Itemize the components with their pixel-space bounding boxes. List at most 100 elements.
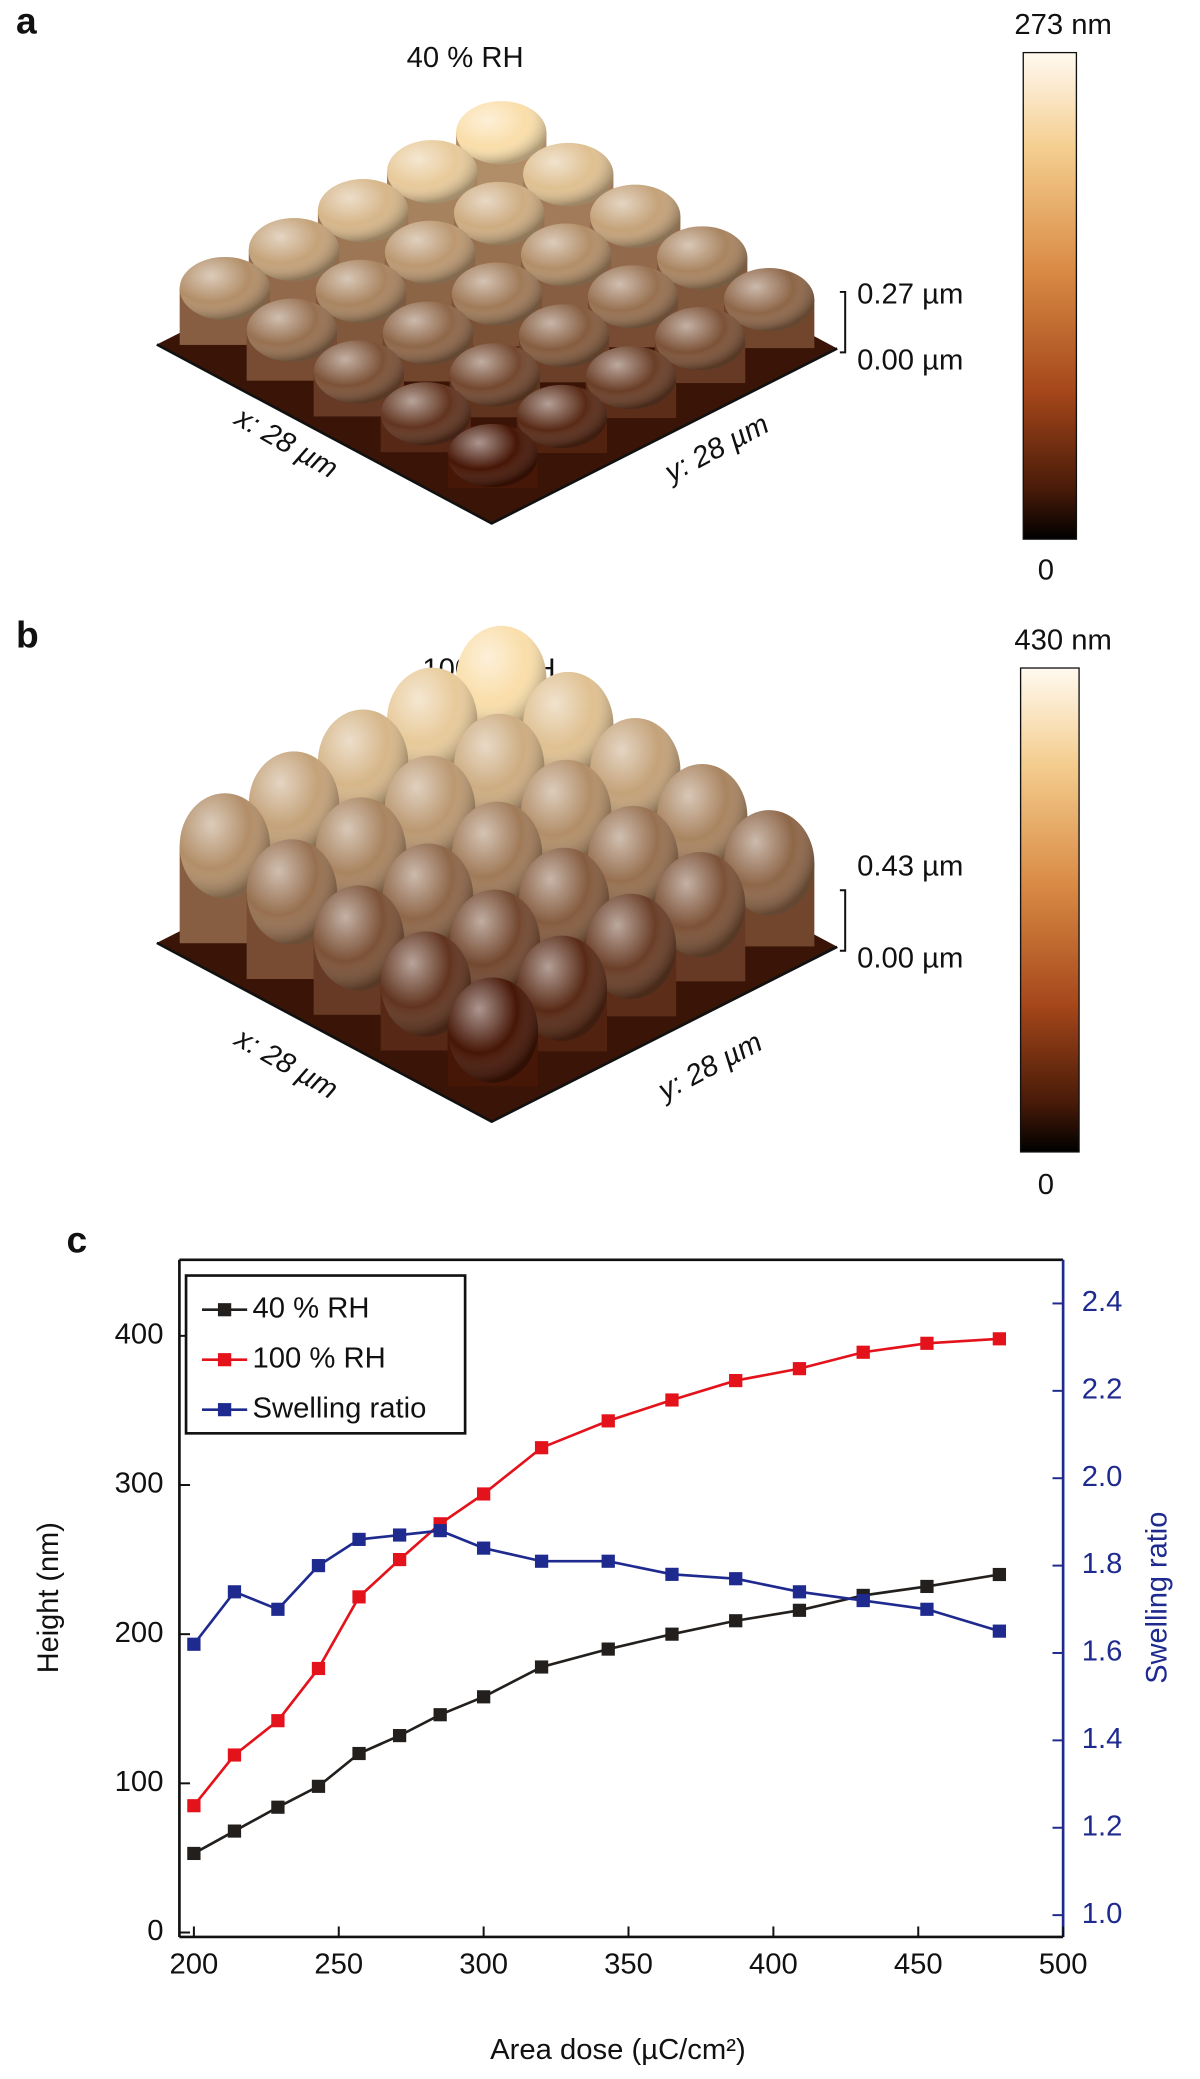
bump-shade — [516, 935, 608, 1041]
series-marker — [271, 1602, 285, 1616]
bump-shade — [313, 885, 404, 991]
bump-shade — [449, 889, 541, 995]
bump-shade — [386, 667, 478, 773]
y2-tick-label: 2.0 — [1082, 1461, 1123, 1493]
series-marker — [352, 1532, 366, 1546]
x-tick-label: 200 — [170, 1949, 219, 1981]
series-marker — [665, 1567, 679, 1581]
series-line — [193, 1573, 1000, 1855]
bump-shade — [447, 977, 538, 1083]
x-tick-label: 350 — [604, 1949, 653, 1981]
colorbar-min: 0 — [1038, 555, 1054, 587]
series-marker — [476, 1487, 491, 1501]
y2-tick-label: 1.0 — [1082, 1898, 1123, 1930]
panel-title: 40 % RH — [407, 42, 524, 74]
x-tick-label: 250 — [314, 1949, 363, 1981]
z-bottom: 0.00 µm — [857, 344, 963, 376]
series-marker — [601, 1642, 615, 1656]
colorbar — [1019, 667, 1080, 1153]
y2-tick-label: 2.4 — [1082, 1286, 1123, 1318]
legend-marker — [217, 1303, 232, 1317]
bump-shade — [380, 382, 471, 446]
series-marker — [729, 1572, 743, 1586]
bump-shade — [518, 304, 610, 368]
series-marker — [534, 1441, 549, 1455]
series-marker — [311, 1661, 326, 1676]
panel-a: a 40 % RH 273 nm 0 0.27 µm 0.00 µm x: 28… — [16, 0, 1112, 587]
y-tick-label: 100 — [115, 1766, 164, 1798]
series-marker — [792, 1585, 807, 1599]
bump-shade — [380, 931, 471, 1037]
z-bottom: 0.00 µm — [857, 943, 963, 975]
series-marker — [352, 1746, 366, 1761]
bump-shade — [248, 217, 340, 282]
bump-shade — [453, 713, 545, 819]
series-marker — [271, 1714, 285, 1728]
y-tick-label: 200 — [115, 1617, 164, 1649]
bump-shade — [317, 709, 409, 815]
bump-shade — [315, 797, 407, 903]
bump-shade — [657, 764, 748, 870]
series-marker — [856, 1593, 870, 1608]
series-marker — [271, 1800, 285, 1814]
series-marker — [392, 1528, 407, 1542]
bump-shade — [723, 810, 815, 916]
y2-tick-label: 1.8 — [1082, 1548, 1123, 1580]
bump-shade — [384, 755, 476, 861]
series-marker — [392, 1553, 407, 1567]
z-scale — [839, 889, 847, 952]
bump-shade — [179, 256, 271, 321]
series-marker — [227, 1824, 242, 1838]
x-tick-label: 450 — [894, 1949, 943, 1981]
series-marker — [856, 1345, 870, 1359]
bump-shade — [518, 847, 610, 953]
series-marker — [792, 1362, 807, 1376]
bump-shade — [453, 181, 545, 245]
bump-shade — [179, 793, 271, 899]
bump-shade — [523, 142, 614, 206]
series-marker — [665, 1627, 679, 1641]
bump-shade — [246, 298, 338, 362]
legend-label: 100 % RH — [252, 1342, 385, 1374]
panel-c: c Height (nm) Swelling ratio Area dose (… — [33, 1219, 1173, 2066]
x-axis-title: Area dose (µC/cm²) — [490, 2034, 746, 2066]
series-marker — [992, 1567, 1007, 1582]
series-marker — [433, 1708, 447, 1722]
surface-edge — [156, 941, 838, 1124]
bump-shade — [590, 717, 681, 824]
bump-shade — [516, 384, 608, 449]
x-tick-label: 500 — [1039, 1949, 1088, 1981]
y-axis-title: Height (nm) — [33, 1522, 65, 1673]
series-marker — [187, 1799, 201, 1813]
bump-shade — [248, 751, 340, 857]
bump-shade — [246, 839, 338, 945]
colorbar-max: 273 nm — [1014, 9, 1112, 41]
series-marker — [311, 1779, 326, 1793]
panel-b: b 100 % RH 430 nm 0 0.43 µm 0.00 µm x: 2… — [16, 614, 1112, 1201]
legend-box — [184, 1274, 467, 1435]
y2-axis-title: Swelling ratio — [1141, 1512, 1173, 1684]
series-marker — [920, 1336, 934, 1350]
y2-tick-label: 2.2 — [1082, 1374, 1123, 1406]
series-line — [192, 1529, 1000, 1646]
series-marker — [601, 1414, 615, 1428]
series-marker — [992, 1624, 1007, 1638]
panel-label: a — [16, 0, 37, 41]
bump-shade — [585, 345, 677, 410]
bump-shade — [382, 301, 474, 365]
y2-tick-label: 1.2 — [1082, 1811, 1123, 1843]
series-marker — [311, 1559, 326, 1573]
colorbar-max: 430 nm — [1014, 624, 1112, 656]
colorbar — [1022, 51, 1078, 540]
series-marker — [227, 1748, 242, 1762]
bump-shade — [451, 262, 543, 326]
bump-shade — [590, 184, 681, 248]
series-line — [192, 1337, 1000, 1807]
series-marker — [476, 1541, 491, 1555]
y-axis-label: y: 28 µm — [651, 1026, 767, 1107]
bump-shade — [315, 259, 407, 323]
legend-marker — [217, 1403, 232, 1417]
bump-shade — [723, 268, 815, 332]
bump-shade — [382, 843, 474, 949]
